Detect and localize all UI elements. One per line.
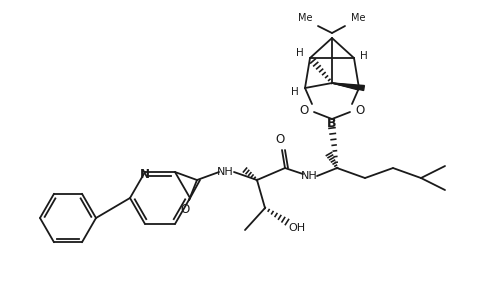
- Text: O: O: [299, 104, 308, 116]
- Text: NH: NH: [216, 167, 233, 177]
- Text: B: B: [327, 116, 337, 130]
- Text: N: N: [140, 168, 150, 181]
- Text: OH: OH: [288, 223, 306, 233]
- Text: H: H: [360, 51, 368, 61]
- Text: O: O: [181, 202, 189, 216]
- Text: H: H: [291, 87, 299, 97]
- Text: O: O: [355, 104, 365, 116]
- Text: Me: Me: [351, 13, 365, 23]
- Text: O: O: [276, 133, 285, 146]
- Text: Me: Me: [298, 13, 312, 23]
- Text: NH: NH: [301, 171, 317, 181]
- Polygon shape: [332, 83, 365, 91]
- Text: H: H: [296, 48, 304, 58]
- Polygon shape: [332, 83, 359, 90]
